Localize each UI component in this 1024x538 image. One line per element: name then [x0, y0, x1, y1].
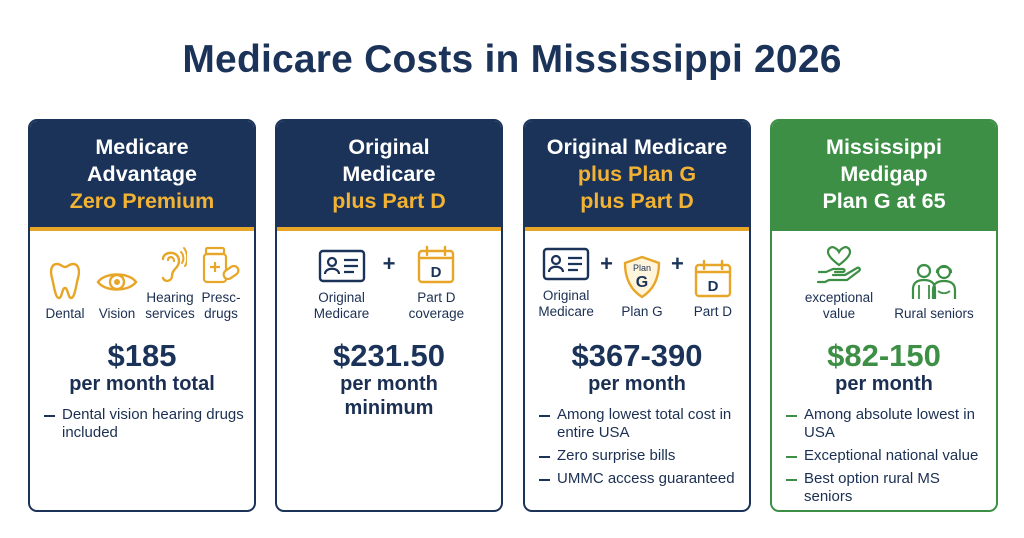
list-item: Dental vision hearing drugs included: [44, 406, 246, 442]
value-exceptional: exceptional value: [789, 245, 889, 322]
benefit-drugs: Presc- drugs: [197, 245, 245, 322]
benefit-dental: Dental: [39, 261, 91, 322]
price-period: per month: [340, 373, 438, 395]
icon-label: Vision: [98, 306, 136, 321]
coverage-part-d: D Part D: [684, 259, 742, 320]
list-item: Among lowest total cost in entire USA: [539, 406, 741, 442]
id-card-icon: [318, 249, 365, 283]
monthly-price: $82-150: [827, 338, 941, 373]
card-title-line: Plan G at 65: [822, 188, 946, 213]
svg-text:G: G: [636, 274, 648, 291]
list-item: Among absolute lowest in USA: [786, 406, 988, 442]
icon-label: Rural seniors: [894, 306, 974, 321]
list-item: UMMC access guaranteed: [539, 470, 741, 488]
card-title-line: Original Medicare: [546, 134, 728, 159]
heart-hand-icon: [816, 246, 861, 284]
plus-sign: +: [600, 251, 613, 276]
icon-label: exceptional value: [804, 290, 874, 321]
coverage-part-d: D Part D coverage: [395, 245, 477, 322]
icon-label: Original Medicare: [313, 290, 370, 321]
calendar-d-icon: D: [418, 245, 455, 284]
feature-list: Among lowest total cost in entire USA Ze…: [539, 406, 741, 493]
card-title-line: Original: [348, 134, 430, 159]
card-title-line: Medicare: [95, 134, 189, 159]
icon-label: Presc- drugs: [201, 290, 241, 321]
card-header: Original Medicare plus Part D: [277, 121, 501, 231]
coverage-icons: Original Medicare + D Part D coverage: [277, 245, 501, 322]
original-medicare-part-d-card: Original Medicare plus Part D Original M…: [275, 119, 503, 512]
coverage-original-medicare: Original Medicare: [532, 245, 600, 320]
plus-sign: +: [671, 251, 684, 276]
pill-bottle-icon: [202, 246, 240, 284]
coverage-original-medicare: Original Medicare: [301, 247, 383, 322]
coverage-icons: Original Medicare + Plan G Plan G + D Par…: [525, 245, 749, 320]
price-period: per month total: [69, 373, 215, 395]
icon-label: Part D: [693, 304, 732, 319]
value-rural-seniors: Rural seniors: [889, 261, 979, 322]
card-subtitle: plus Part D: [332, 188, 446, 213]
benefit-hearing: Hearing services: [143, 245, 197, 322]
price-period: per month: [588, 373, 686, 395]
price-qualifier: minimum: [344, 397, 434, 419]
card-subtitle: plus Part D: [580, 188, 694, 213]
card-subtitle: Zero Premium: [69, 188, 215, 213]
svg-text:Plan: Plan: [633, 263, 651, 273]
icon-label: Plan G: [621, 304, 663, 319]
benefit-icons: Dental Vision Hearing services Presc- dr…: [30, 245, 254, 322]
card-header: Mississippi Medigap Plan G at 65: [772, 121, 996, 231]
medicare-advantage-card: Medicare Advantage Zero Premium Dental V…: [28, 119, 256, 512]
monthly-price: $185: [107, 338, 177, 373]
coverage-plan-g: Plan G Plan G: [613, 255, 671, 320]
card-header: Original Medicare plus Plan G plus Part …: [525, 121, 749, 231]
feature-list: Among absolute lowest in USA Exceptional…: [786, 406, 988, 510]
card-header: Medicare Advantage Zero Premium: [30, 121, 254, 231]
price-period: per month: [835, 373, 933, 395]
list-item: Best option rural MS seniors: [786, 470, 988, 506]
ear-icon: [161, 247, 187, 283]
mississippi-medigap-card: Mississippi Medigap Plan G at 65 excepti…: [770, 119, 998, 512]
card-title-line: Mississippi: [826, 134, 942, 159]
calendar-letter: D: [707, 278, 718, 295]
plus-sign: +: [382, 251, 396, 276]
list-item: Zero surprise bills: [539, 447, 741, 465]
calendar-d-icon: D: [694, 259, 732, 298]
id-card-icon: [542, 247, 590, 281]
monthly-price: $231.50: [332, 338, 446, 373]
original-medicare-plan-g-part-d-card: Original Medicare plus Plan G plus Part …: [523, 119, 751, 512]
page-title: Medicare Costs in Mississippi 2026: [182, 38, 842, 81]
card-subtitle: plus Plan G: [577, 161, 697, 186]
card-title-line: Medicare: [342, 161, 436, 186]
icon-label: Dental: [45, 306, 85, 321]
seniors-icon: [911, 263, 957, 299]
card-title-line: Advantage: [87, 161, 197, 186]
value-icons: exceptional value Rural seniors: [772, 245, 996, 322]
benefit-vision: Vision: [91, 261, 143, 322]
tooth-icon: [49, 262, 81, 300]
monthly-price: $367-390: [571, 338, 703, 373]
feature-list: Dental vision hearing drugs included: [44, 406, 246, 447]
icon-label: Part D coverage: [408, 290, 465, 321]
list-item: Exceptional national value: [786, 447, 988, 465]
icon-label: Hearing services: [145, 290, 195, 321]
eye-icon: [96, 273, 138, 291]
icon-label: Original Medicare: [538, 288, 594, 319]
calendar-letter: D: [431, 264, 442, 281]
card-title-line: Medigap: [840, 161, 928, 186]
